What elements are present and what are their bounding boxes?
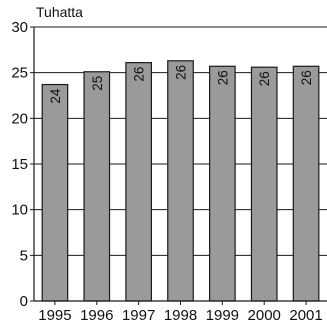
bar-value-label: 24 (48, 88, 63, 104)
y-tick-label: 10 (11, 202, 28, 219)
bars (41, 60, 320, 302)
bar-1998 (167, 60, 194, 302)
y-tick-label: 25 (11, 65, 28, 82)
axes (30, 26, 327, 305)
bar-value-labels: 24 25 26 26 26 26 26 (48, 65, 314, 104)
unit-label: Tuhatta (36, 4, 83, 20)
x-tick-label: 1999 (206, 307, 239, 324)
bar-1997 (125, 62, 152, 302)
x-tick-label: 1998 (164, 307, 197, 324)
x-tick-label: 2001 (289, 307, 322, 324)
y-tick-label: 20 (11, 110, 28, 127)
bar-value-label: 26 (132, 67, 147, 82)
x-tick-labels: 1995 1996 1997 1998 1999 2000 2001 (38, 307, 323, 324)
bar-value-label: 25 (90, 76, 105, 91)
bar-1995 (41, 83, 69, 302)
y-tick-label: 30 (11, 19, 28, 36)
y-tick-label: 0 (20, 293, 28, 310)
x-tick-label: 1995 (38, 307, 71, 324)
y-tick-labels: 0 5 10 15 20 25 30 (11, 19, 28, 310)
bar-value-label: 26 (257, 71, 272, 86)
bar-2000 (250, 66, 278, 302)
bar-value-label: 26 (174, 65, 189, 80)
bar-1996 (83, 71, 111, 302)
x-tick-label: 1996 (80, 307, 113, 324)
x-tick-label: 2000 (248, 307, 281, 324)
x-tick-label: 1997 (122, 307, 155, 324)
y-tick-label: 5 (20, 247, 28, 264)
bar-2001 (292, 65, 320, 302)
bar-value-label: 26 (215, 70, 230, 85)
bar-value-label: 26 (299, 70, 314, 85)
y-tick-label: 15 (11, 156, 28, 173)
bar-1999 (209, 65, 236, 302)
